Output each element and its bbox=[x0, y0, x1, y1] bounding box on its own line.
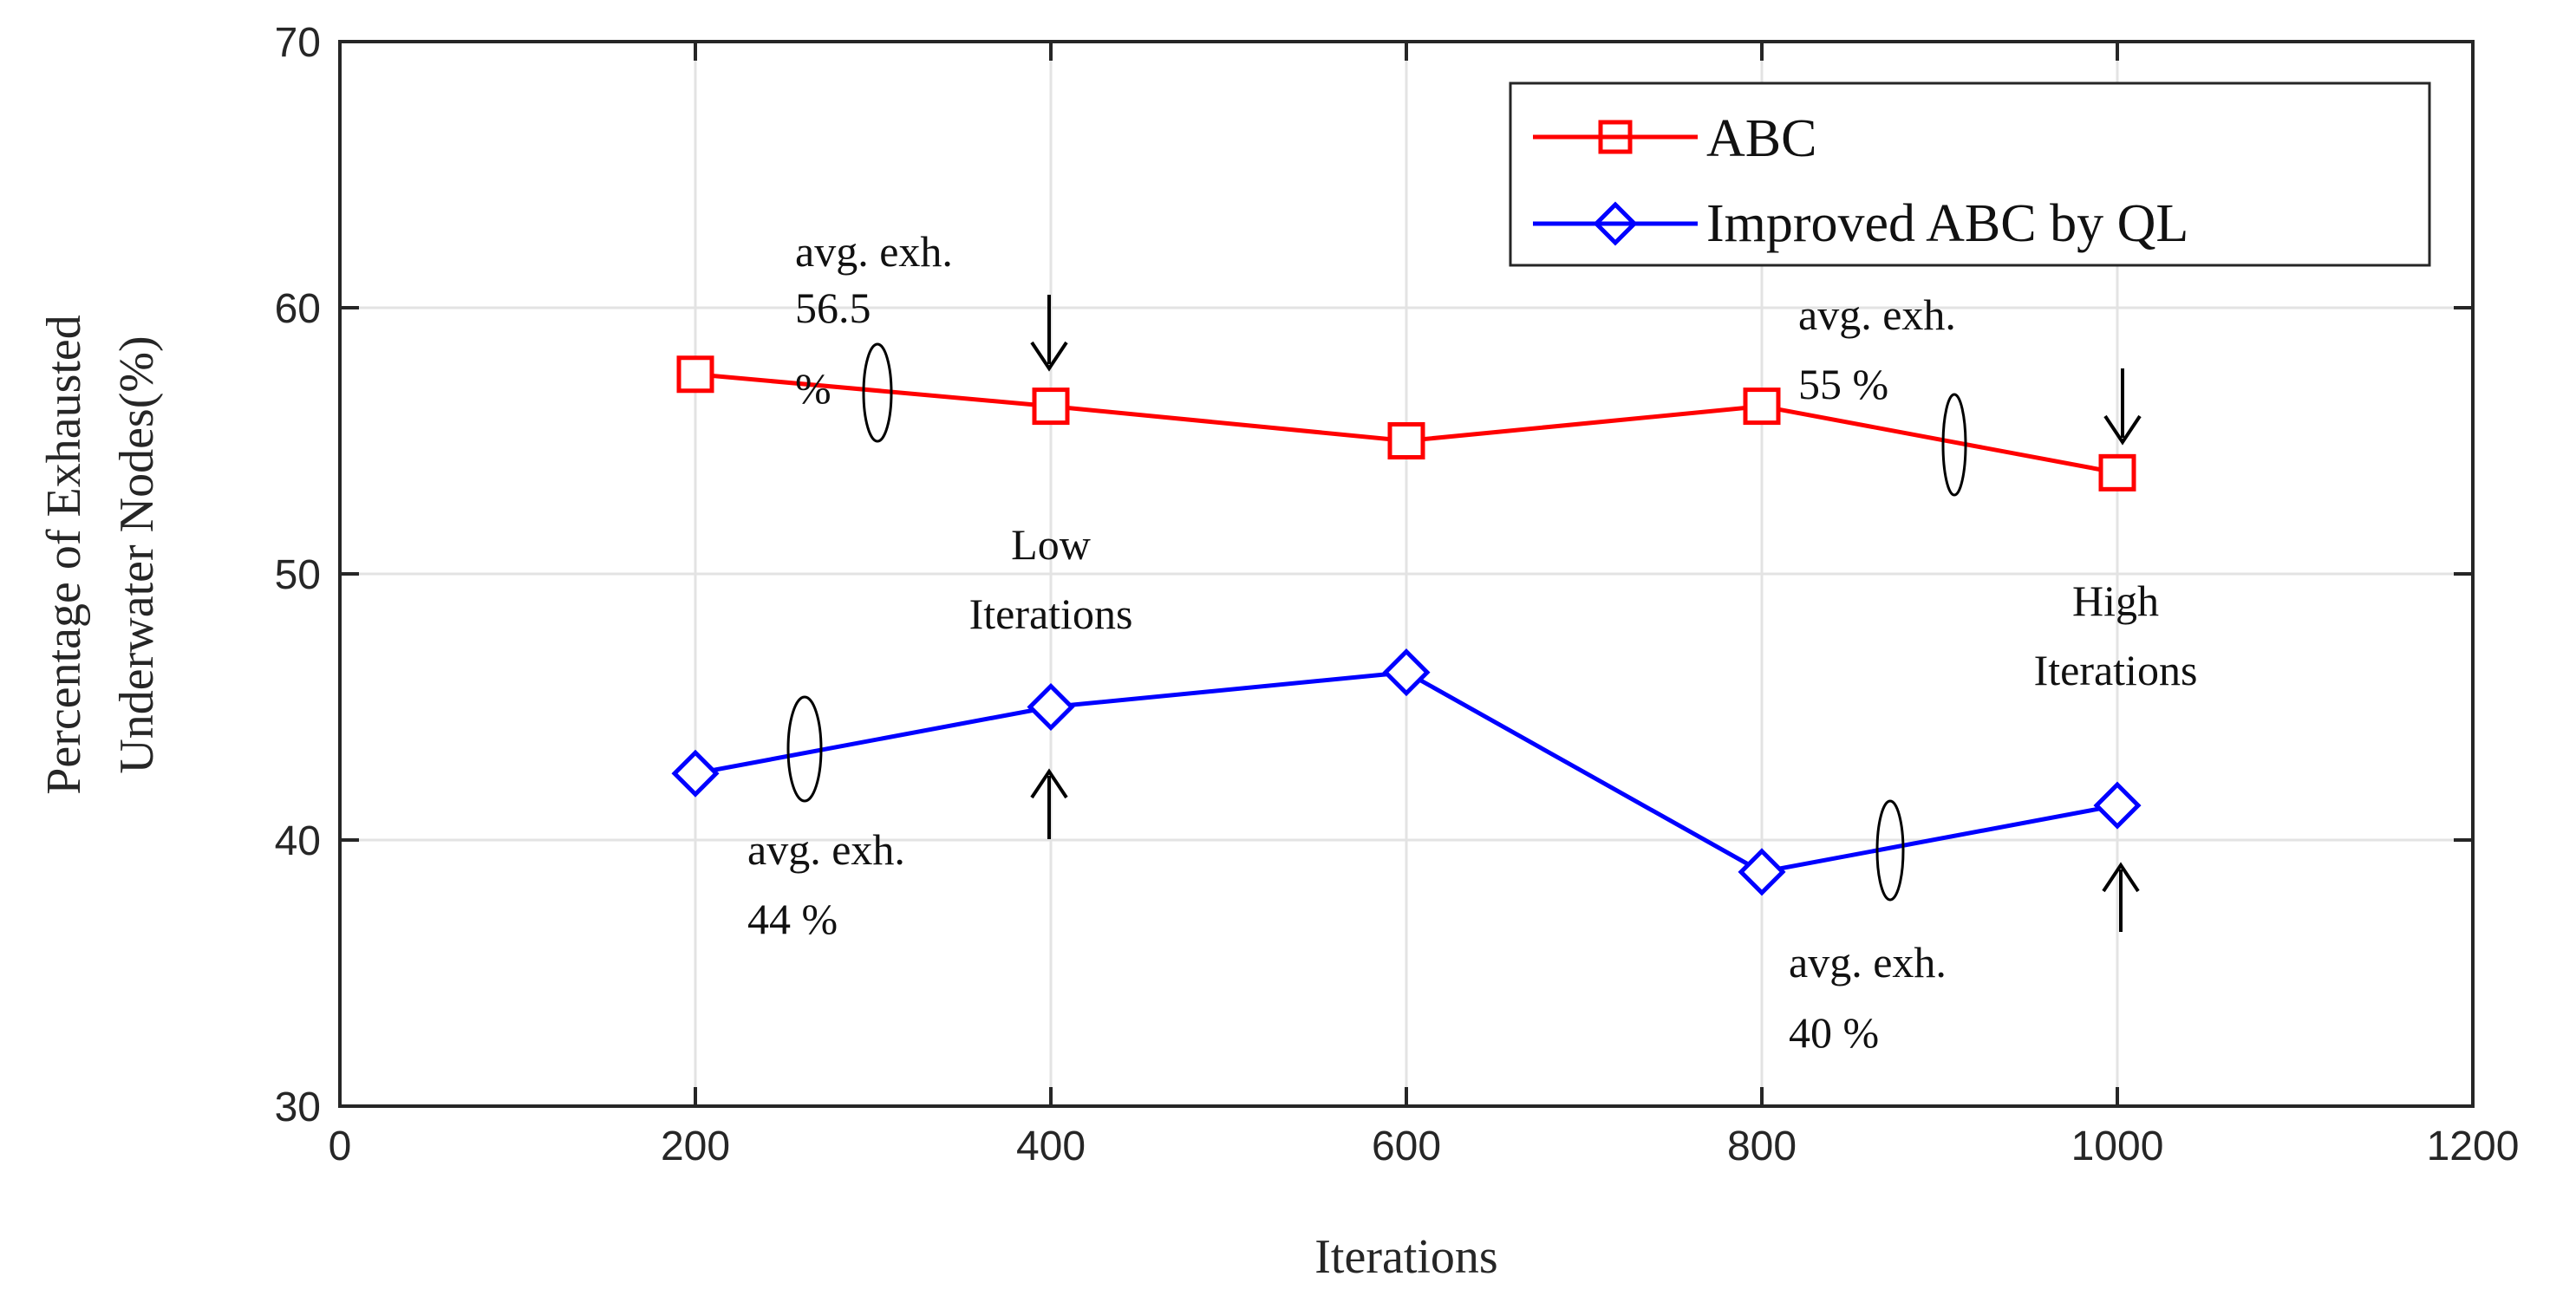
data-point-abc bbox=[1743, 387, 1781, 426]
y-tick-label: 60 bbox=[275, 286, 321, 332]
legend: ABC Improved ABC by QL bbox=[1509, 81, 2431, 267]
annotation-abc-high-line1: avg. exh. bbox=[1798, 290, 1956, 339]
annotation-abc-low-line2: 56.5 bbox=[795, 283, 871, 332]
series-group bbox=[671, 355, 2142, 896]
y-tick-label: 40 bbox=[275, 818, 321, 864]
annotation-low-iterations-line1: Low bbox=[1011, 520, 1091, 569]
annotation-ql-high-line2: 40 % bbox=[1789, 1008, 1879, 1057]
data-point-ql bbox=[671, 749, 720, 798]
x-axis-label: Iterations bbox=[1314, 1230, 1497, 1284]
legend-label-abc: ABC bbox=[1706, 109, 1816, 168]
arrow-abc-low-head bbox=[1030, 341, 1068, 372]
annotation-high-iterations-line2: Iterations bbox=[2034, 646, 2198, 694]
data-point-abc bbox=[2098, 453, 2136, 492]
annotation-abc-low-line3: % bbox=[795, 364, 831, 413]
data-point-abc bbox=[1032, 387, 1070, 426]
x-tick-label: 1000 bbox=[2071, 1123, 2164, 1169]
data-point-ql bbox=[2093, 781, 2142, 830]
annotation-abc-low-line1: avg. exh. bbox=[795, 227, 953, 276]
x-tick-label: 600 bbox=[1372, 1123, 1441, 1169]
annotation-ellipse-abc-high bbox=[1941, 393, 1967, 497]
annotation-ql-low-line1: avg. exh. bbox=[747, 825, 905, 874]
legend-box bbox=[1509, 81, 2431, 267]
data-point-ql bbox=[1738, 848, 1786, 896]
data-point-ql bbox=[1382, 648, 1431, 697]
annotation-ellipse-ql-high bbox=[1875, 799, 1905, 902]
x-tick-label: 200 bbox=[661, 1123, 730, 1169]
y-tick-label: 50 bbox=[275, 552, 321, 598]
legend-label-ql: Improved ABC by QL bbox=[1706, 194, 2188, 253]
legend-marker-abc bbox=[1598, 120, 1633, 154]
x-tick-label: 1200 bbox=[2427, 1123, 2520, 1169]
x-tick-label: 800 bbox=[1727, 1123, 1797, 1169]
annotation-abc-high-line2: 55 % bbox=[1798, 360, 1888, 408]
annotation-low-iterations-line2: Iterations bbox=[969, 589, 1133, 638]
arrow-ql-high-head bbox=[2102, 862, 2140, 893]
data-point-abc bbox=[676, 355, 714, 394]
arrow-abc-high-head bbox=[2103, 414, 2142, 446]
y-tick-label: 70 bbox=[275, 20, 321, 66]
y-axis-label-line2: Underwater Nodes(%) bbox=[110, 335, 164, 773]
legend-marker-ql bbox=[1593, 201, 1638, 246]
annotation-high-iterations-line1: High bbox=[2072, 576, 2159, 625]
x-tick-label: 400 bbox=[1016, 1123, 1086, 1169]
annotation-ql-low-line2: 44 % bbox=[747, 895, 838, 943]
y-axis-label-line1: Percentage of Exhausted bbox=[37, 315, 91, 795]
x-tick-label: 0 bbox=[329, 1123, 352, 1169]
y-tick-label: 30 bbox=[275, 1084, 321, 1130]
arrow-ql-low-head bbox=[1030, 768, 1068, 799]
annotation-ellipse-abc-low bbox=[862, 342, 893, 443]
annotation-ql-high-line1: avg. exh. bbox=[1789, 938, 1947, 987]
annotation-ellipse-ql-low bbox=[786, 695, 823, 803]
axis-ticks: 0 200 400 600 800 1000 1200 30 40 50 60 70 bbox=[275, 20, 2520, 1169]
data-point-ql bbox=[1027, 682, 1075, 732]
data-point-abc bbox=[1387, 422, 1425, 459]
